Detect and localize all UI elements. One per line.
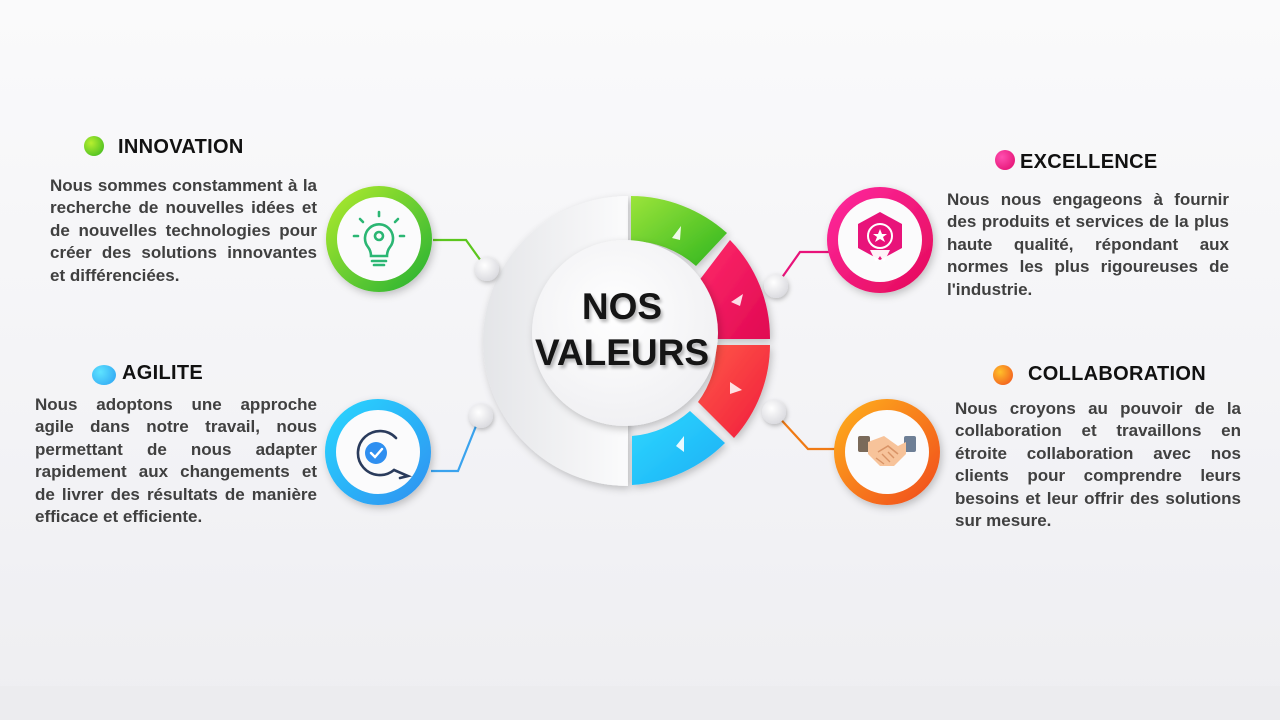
center-title-line1: NOS	[581, 286, 663, 327]
segment-cyan	[632, 411, 725, 485]
connector-knob-collaboration	[762, 400, 786, 424]
center-title: NOS VALEURS	[531, 284, 713, 376]
agile-cycle-check-icon	[356, 429, 413, 480]
collaboration-text: Nous croyons au pouvoir de la collaborat…	[955, 399, 1241, 531]
agilite-dot	[92, 365, 116, 385]
segment-arrow-red	[730, 382, 742, 394]
innovation-badge	[326, 186, 432, 292]
agilite-title: AGILITE	[122, 362, 203, 384]
connector-agilite	[431, 415, 482, 473]
center-circle	[532, 240, 718, 426]
segment-arrow-pink	[731, 294, 743, 306]
excellence-dot	[995, 150, 1015, 170]
collaboration-title: COLLABORATION	[1028, 363, 1206, 385]
excellence-title: EXCELLENCE	[1020, 151, 1158, 173]
collaboration-badge	[834, 399, 940, 505]
connector-knob-excellence	[764, 274, 788, 298]
agilite-text: Nous adoptons une approche agile dans no…	[35, 395, 317, 527]
connector-collaboration	[773, 411, 838, 451]
agilite-badge	[325, 399, 431, 505]
lightbulb-gear-icon	[352, 210, 406, 267]
segment-arrow-cyan	[676, 436, 684, 452]
bottom-strip	[0, 686, 1280, 720]
center-title-line2: VALEURS	[534, 332, 710, 373]
connector-excellence	[775, 250, 829, 287]
innovation-text: Nous sommes constamment à la recherche d…	[50, 176, 317, 285]
connector-innovation	[433, 238, 487, 269]
connector-knob-innovation	[475, 257, 499, 281]
award-badge-icon	[858, 212, 902, 262]
handshake-icon	[858, 436, 916, 466]
excellence-badge	[827, 187, 933, 293]
collaboration-dot	[993, 365, 1013, 385]
innovation-dot	[84, 136, 104, 156]
connector-knob-agilite	[469, 404, 493, 428]
excellence-text: Nous nous engageons à fournir des produi…	[947, 190, 1229, 299]
segment-arrow-green	[672, 226, 681, 240]
innovation-title: INNOVATION	[118, 136, 244, 158]
